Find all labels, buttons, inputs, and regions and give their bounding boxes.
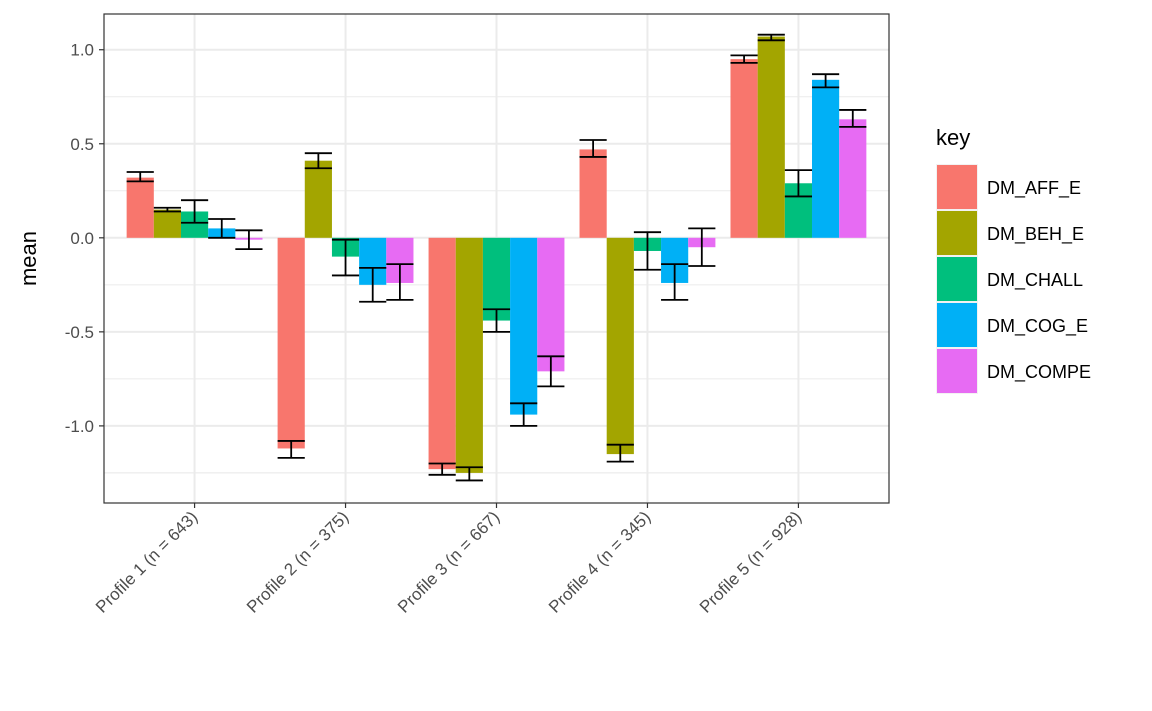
bar [304, 160, 332, 238]
legend-label: DM_AFF_E [987, 178, 1081, 199]
bar [839, 119, 867, 238]
x-tick-label: Profile 1 (n = 643) [92, 507, 201, 616]
legend-label: DM_BEH_E [987, 224, 1084, 245]
y-tick-label: 0.0 [70, 229, 94, 248]
bar [757, 36, 785, 238]
legend-key-swatch [937, 165, 977, 209]
bar [606, 237, 634, 455]
legend-key-swatch [937, 257, 977, 301]
bar [510, 237, 538, 415]
y-tick-label: -0.5 [65, 323, 94, 342]
y-tick-label: -1.0 [65, 417, 94, 436]
bars [126, 36, 867, 473]
legend-key-swatch [937, 211, 977, 255]
y-tick-label: 0.5 [70, 135, 94, 154]
bar [126, 177, 154, 238]
bar [537, 237, 565, 372]
bar [579, 149, 607, 238]
error-bars [126, 33, 867, 482]
legend-label: DM_CHALL [987, 270, 1083, 291]
x-axis: Profile 1 (n = 643) Profile 2 (n = 375) Pr… [92, 503, 805, 617]
bar [812, 79, 840, 238]
legend-key-swatch [937, 303, 977, 347]
bar [428, 237, 456, 470]
bar [277, 237, 305, 449]
legend-key-swatch [937, 349, 977, 393]
y-axis-title: mean [16, 231, 41, 286]
bar [153, 209, 181, 238]
bar [455, 237, 483, 473]
x-tick-label: Profile 5 (n = 928) [696, 507, 805, 616]
x-tick-label: Profile 2 (n = 375) [243, 507, 352, 616]
y-axis: 1.0 0.5 0.0 -0.5 -1.0 [65, 41, 104, 436]
x-tick-label: Profile 3 (n = 667) [394, 507, 503, 616]
legend-label: DM_COG_E [987, 316, 1088, 337]
bar [482, 237, 511, 321]
x-tick-label: Profile 4 (n = 345) [545, 507, 654, 616]
legend-title: key [936, 125, 970, 150]
bar [730, 59, 758, 238]
legend: key DM_AFF_E DM_BEH_E DM_CHALL DM_COG_E DM_C… [936, 125, 1091, 394]
legend-label: DM_COMPE [987, 362, 1091, 383]
y-tick-label: 1.0 [70, 41, 94, 60]
